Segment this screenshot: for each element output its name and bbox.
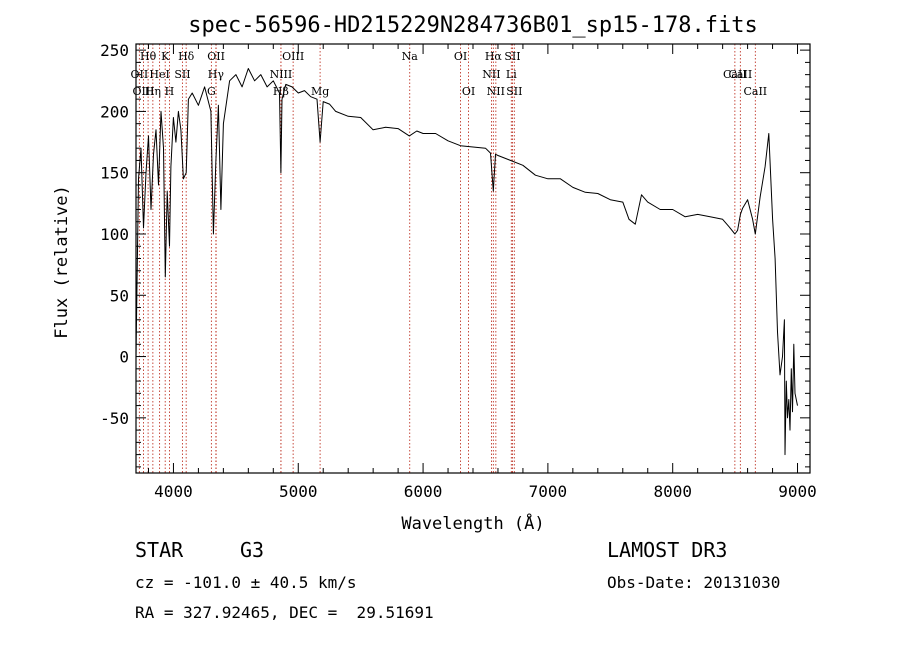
- y-tick-label: 250: [100, 41, 129, 60]
- spectral-line-label: OIII: [282, 50, 304, 63]
- spectral-line-label: NII: [487, 85, 505, 98]
- spectral-line-label: CaII: [743, 85, 767, 98]
- spectral-line-label: Mg: [311, 85, 329, 98]
- spectral-line-label: HeI: [149, 68, 169, 81]
- spectral-line-label: Hη: [145, 85, 161, 98]
- x-tick-label: 8000: [653, 482, 692, 501]
- plot-frame: [135, 43, 811, 474]
- spectral-line-label: SII: [506, 85, 522, 98]
- x-axis-label: Wavelength (Å): [401, 512, 544, 534]
- spectral-line-label: CaII: [723, 68, 747, 81]
- chart-title: spec-56596-HD215229N284736B01_sp15-178.f…: [188, 13, 758, 38]
- y-tick-label: 100: [100, 225, 129, 244]
- spectral-line-label: SII: [504, 50, 520, 63]
- spectral-line-label: G: [207, 85, 216, 98]
- y-tick-label: 150: [100, 164, 129, 183]
- y-tick-label: -50: [100, 409, 129, 428]
- spectral-line-label: Hδ: [178, 50, 195, 63]
- spectral-line-label: H: [165, 85, 175, 98]
- spectral-line-label: K: [161, 50, 170, 63]
- object-type: STAR: [135, 538, 184, 562]
- y-tick-label: 0: [119, 348, 129, 367]
- spectral-line-label: Li: [506, 68, 517, 81]
- spectral-line-label: Hα: [485, 50, 503, 63]
- spectral-line-label: NIII: [270, 68, 293, 81]
- redshift-velocity: cz = -101.0 ± 40.5 km/s: [135, 573, 357, 592]
- spectral-line-label: OI: [462, 85, 475, 98]
- spectral-line-label: Hγ: [208, 68, 225, 81]
- spectral-line-label: SII: [174, 68, 190, 81]
- spectrum-series-line: [135, 68, 798, 456]
- y-tick-label: 50: [110, 286, 129, 305]
- x-tick-label: 4000: [154, 482, 193, 501]
- survey-name: LAMOST DR3: [607, 538, 728, 562]
- x-tick-label: 5000: [279, 482, 318, 501]
- spectral-line-label: Na: [402, 50, 419, 63]
- spectral-line-label: OI: [454, 50, 467, 63]
- spectral-line-label: Hθ: [140, 50, 157, 63]
- spectral-line-label: NII: [482, 68, 500, 81]
- coordinates: RA = 327.92465, DEC = 29.51691: [135, 603, 434, 622]
- y-axis-label: Flux (relative): [52, 185, 72, 339]
- y-tick-label: 200: [100, 102, 129, 121]
- spectral-line-label: CaII: [729, 68, 753, 81]
- x-tick-label: 7000: [529, 482, 568, 501]
- spectral-line-label: Hβ: [273, 85, 289, 98]
- x-tick-label: 9000: [778, 482, 817, 501]
- observation-date: Obs-Date: 20131030: [607, 573, 781, 592]
- spectral-class: G3: [240, 538, 265, 562]
- x-tick-label: 6000: [404, 482, 443, 501]
- spectral-line-label: OII: [207, 50, 225, 63]
- spectral-line-label: OIII: [132, 85, 154, 98]
